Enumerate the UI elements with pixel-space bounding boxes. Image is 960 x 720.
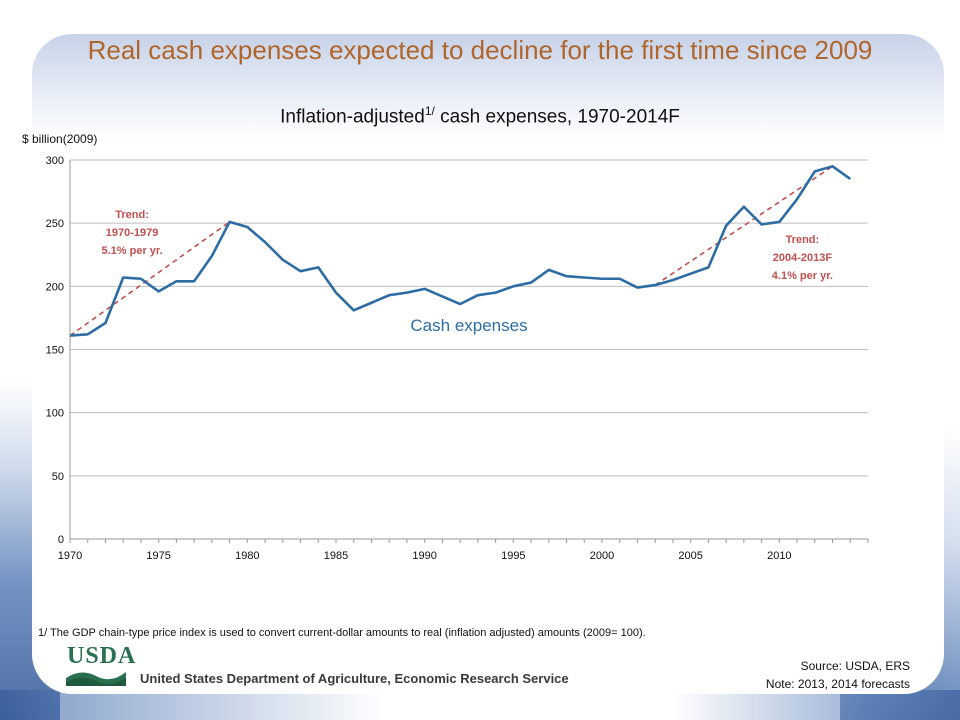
chart-subtitle: Inflation-adjusted1/ cash expenses, 1970… <box>80 104 880 128</box>
source-text: Source: USDA, ERS <box>800 659 910 673</box>
series-line-cash-expenses <box>69 165 852 337</box>
x-tick-label: 1990 <box>412 550 436 562</box>
y-tick-label: 150 <box>46 345 64 357</box>
slide-title: Real cash expenses expected to decline f… <box>87 35 873 65</box>
x-tick-label: 1975 <box>146 550 170 562</box>
slide-panel <box>32 34 944 694</box>
source-note: Source: USDA, ERS Note: 2013, 2014 forec… <box>766 657 910 693</box>
y-tick-label: 100 <box>46 408 64 420</box>
y-tick-label: 50 <box>52 471 64 483</box>
usda-logo-icon <box>66 672 126 686</box>
x-tick-label: 2005 <box>678 550 702 562</box>
y-tick-label: 0 <box>58 534 64 546</box>
y-tick-label: 200 <box>46 281 64 293</box>
x-tick-label: 2010 <box>767 550 791 562</box>
x-tick-label: 1980 <box>235 550 259 562</box>
y-tick-label: 300 <box>46 155 64 167</box>
x-tick-label: 1970 <box>58 550 82 562</box>
trend-label-2: 4.1% per yr. <box>772 270 833 282</box>
x-tick-label: 1995 <box>501 550 525 562</box>
subtitle-footnote-marker: 1/ <box>424 104 435 118</box>
trend-label-1: 5.1% per yr. <box>101 245 162 257</box>
series-label-cash-expenses: Cash expenses <box>410 316 527 335</box>
trend-label-1: Trend: <box>115 209 149 221</box>
footnote: 1/ The GDP chain-type price index is use… <box>38 627 646 639</box>
subtitle-rest: cash expenses, 1970-2014F <box>434 106 680 128</box>
trend-label-1: 1970-1979 <box>106 227 159 239</box>
forecast-note: Note: 2013, 2014 forecasts <box>765 677 910 691</box>
x-tick-label: 1985 <box>324 550 348 562</box>
y-axis-label: $ billion(2009) <box>22 132 98 146</box>
trend-label-2: Trend: <box>786 234 820 246</box>
trend-label-2: 2004-2013F <box>773 252 833 264</box>
subtitle-main: Inflation-adjusted <box>280 106 425 128</box>
x-tick-label: 2000 <box>590 550 614 562</box>
agency-name: United States Department of Agriculture,… <box>140 671 569 686</box>
y-tick-label: 250 <box>46 218 64 230</box>
trend-line-1 <box>69 221 231 337</box>
usda-logo-text: USDA <box>67 643 137 669</box>
background-decoration-bottom <box>0 690 960 720</box>
